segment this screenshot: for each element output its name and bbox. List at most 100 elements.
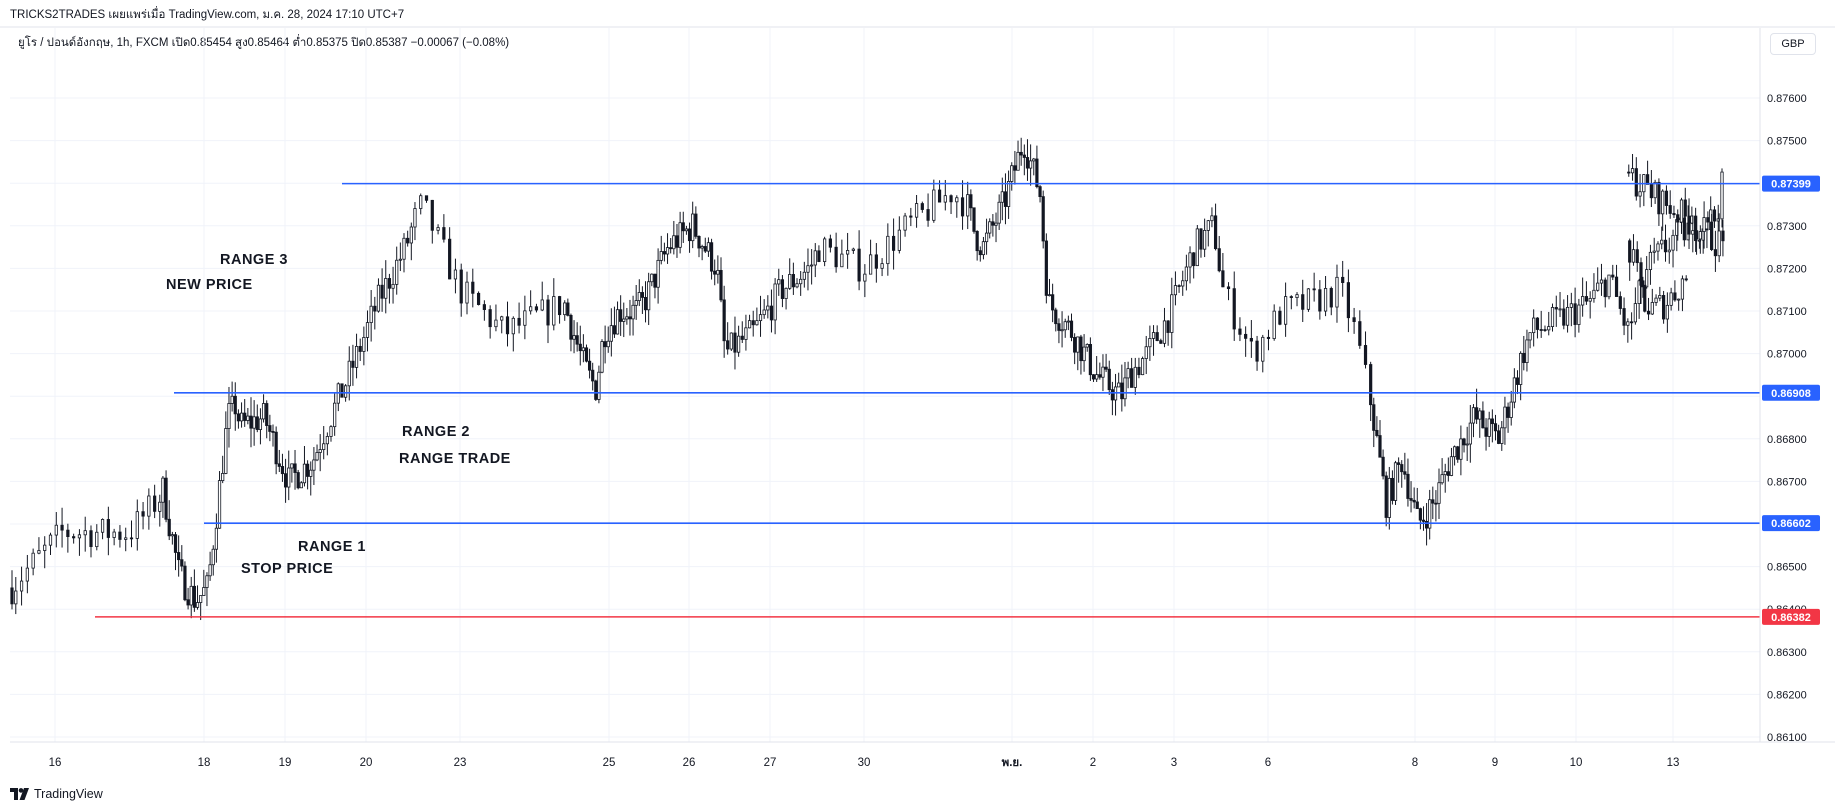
candle-body	[1665, 304, 1669, 320]
candle-body	[1006, 181, 1011, 207]
candle-body	[1611, 274, 1615, 278]
candle-body	[1358, 321, 1362, 346]
candle-body	[1569, 303, 1573, 308]
candle-body	[100, 519, 105, 533]
candle-body	[1082, 346, 1086, 362]
candle-body	[1509, 401, 1513, 418]
candle-body	[628, 316, 632, 320]
candle-body	[769, 305, 774, 321]
candle-body	[1547, 326, 1551, 331]
candle-body	[1069, 320, 1074, 338]
candle-body	[287, 467, 291, 488]
candle-body	[153, 495, 157, 512]
candle-body	[1627, 171, 1631, 174]
candle-body	[161, 477, 165, 503]
candle-body	[587, 360, 592, 371]
candle-body	[1335, 276, 1339, 308]
candle-body	[703, 246, 707, 252]
candle-body	[726, 340, 730, 350]
candle-body	[217, 480, 222, 529]
candle-body	[77, 534, 82, 539]
candle-body	[713, 270, 717, 275]
currency-button[interactable]: GBP	[1770, 33, 1816, 55]
candle-body	[424, 195, 429, 201]
candle-body	[1654, 297, 1658, 303]
candle-body	[777, 279, 781, 285]
price-chart[interactable]: RANGE 3 NEW PRICE RANGE 2 RANGE TRADE RANGE …	[0, 0, 1835, 780]
candle-body	[329, 426, 333, 437]
candle-body	[1166, 320, 1170, 333]
candle-body	[1184, 266, 1188, 282]
candle-body	[937, 189, 942, 203]
candle-body	[991, 221, 995, 226]
candle-body	[747, 320, 752, 329]
candle-body	[1057, 323, 1061, 331]
time-tick-label: 30	[858, 757, 871, 769]
candle-body	[252, 416, 256, 429]
candle-body	[1628, 240, 1632, 263]
candle-body	[239, 412, 244, 422]
footer-brand[interactable]: TradingView	[10, 787, 103, 801]
candle-body	[1244, 333, 1248, 339]
candle-body	[1638, 191, 1642, 197]
candle-body	[988, 221, 992, 234]
candle-body	[224, 428, 228, 474]
candle-body	[369, 305, 373, 324]
time-tick-label: 13	[1667, 757, 1680, 769]
candle-body	[1698, 231, 1702, 240]
candle-body	[208, 564, 212, 577]
candle-body	[315, 452, 319, 461]
candle-body	[834, 246, 838, 268]
candle-body	[309, 469, 313, 477]
candle-body	[529, 306, 533, 312]
candle-body	[697, 235, 701, 249]
candle-body	[880, 263, 884, 269]
candle-body	[384, 278, 388, 299]
candle-body	[1468, 422, 1472, 445]
candle-body	[1663, 239, 1668, 253]
candle-body	[706, 242, 711, 252]
candle-body	[1329, 288, 1333, 308]
candle-body	[402, 237, 406, 260]
candle-body	[354, 345, 359, 368]
candle-body	[1702, 217, 1706, 232]
candle-body	[1643, 284, 1647, 312]
price-tick-label: 0.87300	[1767, 221, 1807, 233]
price-tick-label: 0.86300	[1767, 647, 1807, 659]
candle-body	[932, 189, 936, 221]
range-annotation-text: NEW PRICE	[166, 277, 253, 293]
candle-body	[1137, 366, 1141, 376]
candle-body	[1104, 366, 1108, 370]
candle-body	[622, 318, 626, 322]
time-axis[interactable]: 16 18 19 20 23 25 26 27 30 พ.ย. 2 3 6 8 9 10 13	[49, 757, 1680, 769]
candle-body	[1117, 382, 1121, 388]
candle-body	[997, 201, 1001, 224]
candle-body	[1614, 276, 1619, 297]
symbol-legend: ยูโร / ปอนด์อังกฤษ, 1h, FXCM เปิด0.85454…	[18, 37, 510, 49]
candle-body	[173, 534, 178, 553]
candle-body	[1421, 519, 1426, 522]
candle-body	[1151, 332, 1156, 339]
candle-body	[1123, 377, 1127, 400]
candle-body	[828, 238, 832, 248]
candle-body	[511, 317, 515, 335]
candle-body	[1255, 340, 1259, 362]
candle-body	[1683, 199, 1687, 217]
candle-body	[1095, 374, 1099, 380]
candle-body	[1456, 446, 1460, 460]
candle-body	[406, 237, 410, 244]
candle-body	[1378, 435, 1382, 458]
candle-body	[1634, 168, 1638, 197]
candle-body	[1562, 308, 1566, 326]
candle-body	[1676, 214, 1680, 223]
candle-body	[1577, 304, 1581, 325]
candle-body	[1565, 306, 1570, 326]
price-tick-label: 0.87000	[1767, 349, 1807, 361]
horizontal-levels[interactable]	[95, 182, 1760, 618]
candle-body	[1648, 251, 1653, 270]
candle-body	[373, 305, 377, 312]
candle-body	[1076, 336, 1080, 353]
candle-body	[609, 325, 613, 342]
price-tick-label: 0.86500	[1767, 562, 1807, 574]
candle-body	[600, 341, 604, 373]
